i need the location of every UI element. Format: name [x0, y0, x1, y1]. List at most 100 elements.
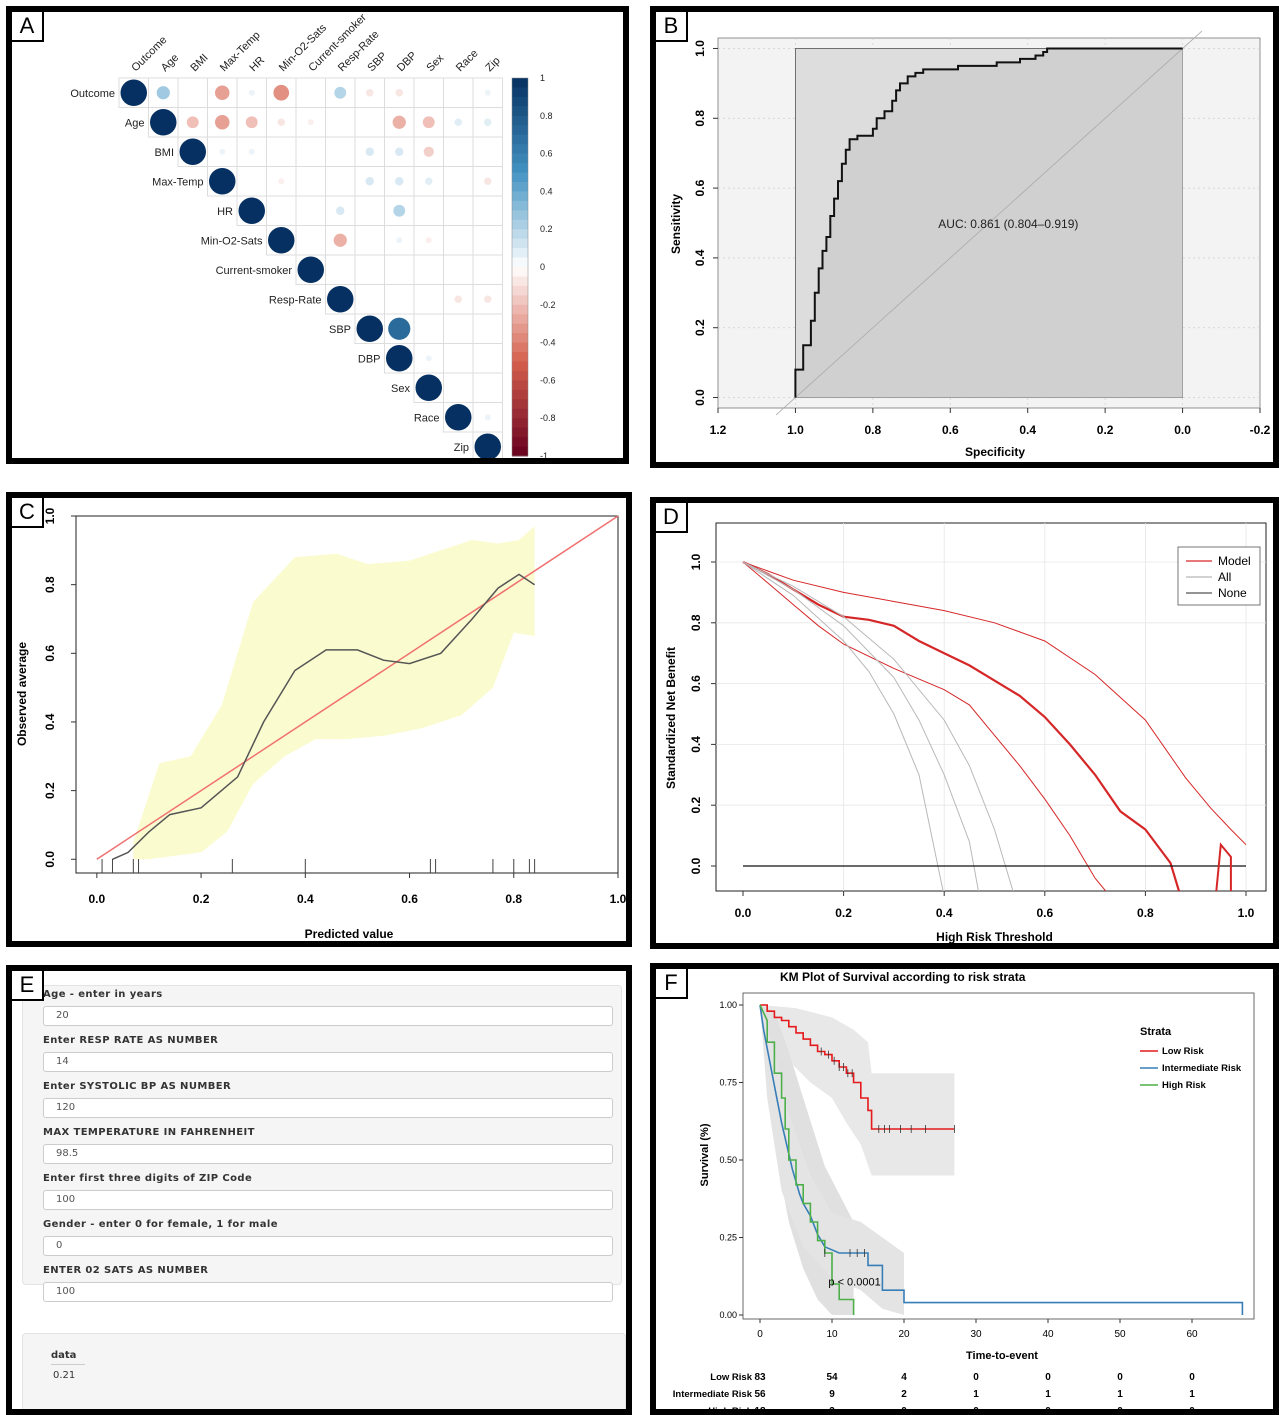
- x-tick-label: 1.0: [1238, 906, 1255, 920]
- y-tick-label: 0.2: [693, 319, 707, 336]
- colorbar-segment: [512, 87, 528, 98]
- corr-circle: [273, 84, 290, 101]
- colorbar-segment: [512, 219, 528, 230]
- corr-grid-cell: [443, 166, 474, 197]
- risk-table-row-label: High Risk: [708, 1406, 753, 1409]
- panel-a: A Outcome Outcome Age Age BMI BMI Max-Temp Max-…: [6, 6, 629, 464]
- resp-rate-input[interactable]: 14: [43, 1052, 613, 1072]
- corr-col-label: DBP: [395, 50, 419, 74]
- corr-circle: [392, 115, 406, 129]
- colorbar-segment: [512, 408, 528, 419]
- x-tick-label: 30: [970, 1329, 982, 1340]
- colorbar-segment: [512, 191, 528, 202]
- panel-f: F KM Plot of Survival according to risk …: [650, 963, 1279, 1415]
- risk-table-count: 3: [829, 1406, 835, 1409]
- corr-grid-cell: [325, 107, 356, 138]
- max-temp-input[interactable]: 98.5: [43, 1144, 613, 1164]
- colorbar-segment: [512, 314, 528, 325]
- risk-table-row-label: Intermediate Risk: [673, 1389, 753, 1400]
- legend-label: Model: [1218, 554, 1251, 568]
- o2-sats-input[interactable]: 100: [43, 1282, 613, 1302]
- risk-table-count: 0: [1189, 1406, 1195, 1409]
- corr-circle: [245, 116, 258, 129]
- corr-row-label: Max-Temp: [152, 176, 203, 188]
- risk-table-count: 4: [901, 1372, 907, 1383]
- panel-e-label: E: [12, 971, 44, 1001]
- corr-circle: [425, 355, 432, 362]
- x-tick-label: 0.2: [835, 906, 852, 920]
- y-tick-label: 0.8: [689, 614, 703, 631]
- y-tick-label: 0.2: [689, 797, 703, 814]
- corr-row-label: DBP: [358, 353, 381, 365]
- panel-c: C 0.0 0.2 0.4 0.6 0.8 1.0 0.0 0.2 0.4 0.6 0.8 1.0 Pr…: [6, 492, 632, 947]
- corr-diagonal-circle: [150, 109, 177, 136]
- panel-b-label: B: [656, 12, 688, 42]
- risk-table-count: 56: [754, 1389, 766, 1400]
- corr-grid-cell: [266, 195, 297, 226]
- legend-label: All: [1218, 570, 1231, 584]
- age-input[interactable]: 20: [43, 1006, 613, 1026]
- zip-input[interactable]: 100: [43, 1190, 613, 1210]
- corr-col-label: HR: [247, 54, 267, 74]
- corr-grid-cell: [443, 136, 474, 167]
- corr-diagonal-circle: [445, 404, 472, 431]
- km-plot: KM Plot of Survival according to risk st…: [673, 970, 1255, 1409]
- colorbar-segment: [512, 418, 528, 429]
- risk-table-count: 0: [1117, 1372, 1123, 1383]
- plot-frame: [75, 515, 619, 874]
- x-tick-label: 1.0: [610, 892, 626, 906]
- corr-grid-cell: [295, 195, 326, 226]
- colorbar-segment: [512, 238, 528, 249]
- y-tick-label: 1.0: [693, 40, 707, 57]
- plot-frame: [715, 522, 1267, 892]
- decision-curve-plot: Model All None 0.0 0.2 0.4 0.6 0.8 1.0 0.0 0.2 0.4 0…: [664, 522, 1267, 943]
- corr-diagonal-circle: [238, 197, 265, 224]
- corr-grid-cell: [443, 372, 474, 403]
- corr-row-label: SBP: [329, 324, 351, 336]
- corr-grid-cell: [325, 136, 356, 167]
- colorbar-segment: [512, 352, 528, 362]
- colorbar-segment: [512, 163, 528, 173]
- corr-grid-cell: [295, 225, 326, 256]
- x-tick-label: 0.0: [89, 892, 106, 906]
- low-risk-ci-band: [760, 1005, 955, 1176]
- colorbar-tick-label: -0.4: [540, 338, 556, 348]
- corr-grid-cell: [354, 254, 385, 285]
- corr-diagonal-circle: [268, 227, 295, 254]
- x-tick-label: 10: [826, 1329, 838, 1340]
- risk-table-count: 0: [1117, 1406, 1123, 1409]
- risk-table-count: 83: [754, 1372, 766, 1383]
- systolic-bp-label: Enter SYSTOLIC BP AS NUMBER: [43, 1081, 232, 1092]
- dca-all-line: [742, 561, 944, 891]
- auc-annotation: AUC: 0.861 (0.804–0.919): [938, 217, 1078, 231]
- resp-rate-label: Enter RESP RATE AS NUMBER: [43, 1035, 219, 1046]
- corr-row-label: Outcome: [70, 88, 115, 100]
- x-tick-label: 0.8: [1137, 906, 1154, 920]
- corr-circle: [214, 85, 230, 101]
- colorbar-segment: [512, 361, 528, 372]
- colorbar-segment: [512, 389, 528, 400]
- risk-table-row-label: Low Risk: [710, 1372, 752, 1383]
- correlation-plot: OutcomeOutcomeAgeAgeBMIBMIMax-TempMax-Te…: [70, 12, 556, 458]
- panel-d-label: D: [656, 503, 688, 533]
- x-tick-label: 0.4: [936, 906, 953, 920]
- corr-diagonal-circle: [297, 256, 324, 283]
- gender-input[interactable]: 0: [43, 1236, 613, 1256]
- corr-grid-cell: [295, 77, 326, 108]
- corr-circle: [248, 148, 255, 155]
- corr-grid-cell: [354, 195, 385, 226]
- corr-col-label: Age: [159, 52, 181, 74]
- colorbar-segment: [512, 257, 528, 268]
- legend-box: [1177, 546, 1261, 606]
- systolic-bp-input[interactable]: 120: [43, 1098, 613, 1118]
- corr-grid-cell: [236, 166, 267, 197]
- corr-circle: [393, 204, 406, 217]
- y-tick-label: 0.75: [719, 1078, 737, 1088]
- colorbar-segment: [512, 446, 528, 457]
- corr-circle: [484, 89, 491, 96]
- colorbar-segment: [512, 134, 528, 145]
- legend-label: Low Risk: [1162, 1046, 1204, 1057]
- x-tick-label: 50: [1114, 1329, 1126, 1340]
- x-tick-label: 0: [757, 1329, 763, 1340]
- corr-grid-cell: [413, 313, 444, 344]
